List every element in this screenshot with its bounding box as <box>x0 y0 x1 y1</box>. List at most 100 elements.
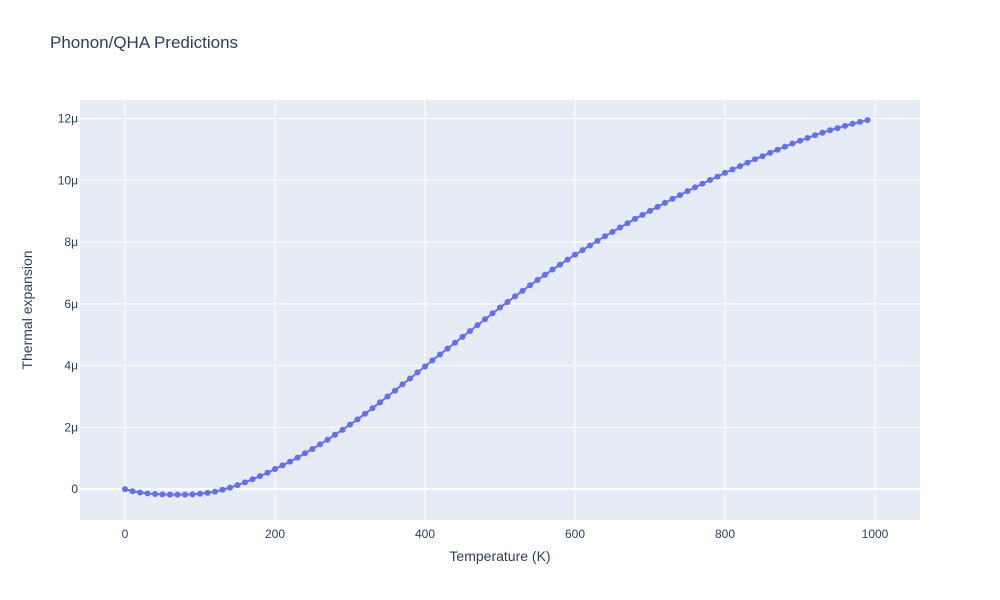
data-point[interactable] <box>444 345 451 352</box>
data-point[interactable] <box>534 277 541 284</box>
data-point[interactable] <box>399 381 406 388</box>
data-point[interactable] <box>212 488 218 495</box>
data-point[interactable] <box>347 421 353 428</box>
data-point[interactable] <box>354 416 361 423</box>
data-point[interactable] <box>684 188 691 195</box>
data-point[interactable] <box>204 489 211 496</box>
data-point[interactable] <box>459 333 466 340</box>
data-point[interactable] <box>182 491 188 498</box>
data-point[interactable] <box>512 293 518 300</box>
data-point[interactable] <box>294 454 301 461</box>
data-point[interactable] <box>482 316 488 323</box>
data-point[interactable] <box>242 479 248 486</box>
data-point[interactable] <box>692 184 698 191</box>
data-point[interactable] <box>369 405 376 412</box>
data-point[interactable] <box>377 399 383 406</box>
data-point[interactable] <box>819 129 826 136</box>
data-point[interactable] <box>587 242 593 249</box>
data-point[interactable] <box>452 339 458 346</box>
data-point[interactable] <box>264 469 271 476</box>
data-point[interactable] <box>782 143 788 150</box>
data-point[interactable] <box>549 266 556 273</box>
data-point[interactable] <box>759 153 766 160</box>
data-point[interactable] <box>767 149 773 156</box>
data-point[interactable] <box>504 298 511 305</box>
data-point[interactable] <box>609 228 616 235</box>
data-point[interactable] <box>707 176 713 183</box>
data-point[interactable] <box>572 251 578 258</box>
data-point[interactable] <box>324 436 331 443</box>
data-point[interactable] <box>594 237 601 244</box>
data-point[interactable] <box>647 207 653 214</box>
data-point[interactable] <box>152 491 158 498</box>
data-point[interactable] <box>407 375 413 382</box>
data-point[interactable] <box>167 491 173 498</box>
data-point[interactable] <box>722 169 728 176</box>
data-point[interactable] <box>579 247 586 254</box>
data-point[interactable] <box>362 410 368 417</box>
data-point[interactable] <box>527 282 533 289</box>
data-point[interactable] <box>197 490 203 497</box>
data-point[interactable] <box>804 134 811 141</box>
data-point[interactable] <box>662 199 668 206</box>
data-point[interactable] <box>474 322 481 329</box>
data-point[interactable] <box>489 310 496 317</box>
data-point[interactable] <box>639 211 646 218</box>
data-point[interactable] <box>497 304 503 311</box>
data-point[interactable] <box>774 146 781 153</box>
data-point[interactable] <box>429 357 436 364</box>
data-point[interactable] <box>699 180 706 187</box>
data-point[interactable] <box>249 476 256 483</box>
data-point[interactable] <box>654 203 661 210</box>
data-point[interactable] <box>144 490 151 497</box>
data-point[interactable] <box>422 363 428 370</box>
data-point[interactable] <box>122 486 128 493</box>
data-point[interactable] <box>227 484 233 491</box>
data-point[interactable] <box>174 491 181 498</box>
data-point[interactable] <box>542 271 548 278</box>
data-point[interactable] <box>677 192 683 199</box>
data-point[interactable] <box>129 488 136 495</box>
data-point[interactable] <box>632 215 638 222</box>
data-point[interactable] <box>864 117 871 124</box>
data-point[interactable] <box>714 173 721 180</box>
data-point[interactable] <box>279 462 286 469</box>
data-point[interactable] <box>737 163 743 170</box>
data-point[interactable] <box>857 118 863 125</box>
data-point[interactable] <box>219 486 226 493</box>
data-point[interactable] <box>437 351 443 358</box>
data-point[interactable] <box>272 466 278 473</box>
data-point[interactable] <box>834 125 841 132</box>
data-point[interactable] <box>137 489 143 496</box>
data-point[interactable] <box>669 195 676 202</box>
data-point[interactable] <box>812 132 818 139</box>
data-point[interactable] <box>744 159 751 166</box>
data-point[interactable] <box>234 482 241 489</box>
data-point[interactable] <box>624 220 631 227</box>
data-point[interactable] <box>159 491 166 498</box>
data-point[interactable] <box>189 491 196 498</box>
data-point[interactable] <box>789 140 796 147</box>
data-point[interactable] <box>317 441 323 448</box>
data-point[interactable] <box>302 450 308 457</box>
data-point[interactable] <box>392 387 398 394</box>
data-point[interactable] <box>467 328 473 334</box>
data-point[interactable] <box>752 156 758 163</box>
data-point[interactable] <box>332 431 338 438</box>
data-point[interactable] <box>842 122 848 129</box>
data-point[interactable] <box>849 120 856 127</box>
data-point[interactable] <box>797 137 803 144</box>
data-point[interactable] <box>519 287 526 294</box>
data-point[interactable] <box>827 127 833 134</box>
data-point[interactable] <box>339 426 346 433</box>
data-point[interactable] <box>257 473 263 480</box>
data-point[interactable] <box>564 256 571 263</box>
data-point[interactable] <box>602 233 608 240</box>
data-point[interactable] <box>414 369 421 376</box>
data-point[interactable] <box>729 166 736 173</box>
data-point[interactable] <box>384 393 391 400</box>
data-point[interactable] <box>617 224 623 231</box>
data-point[interactable] <box>287 458 293 465</box>
data-point[interactable] <box>557 261 563 268</box>
data-point[interactable] <box>309 445 316 452</box>
